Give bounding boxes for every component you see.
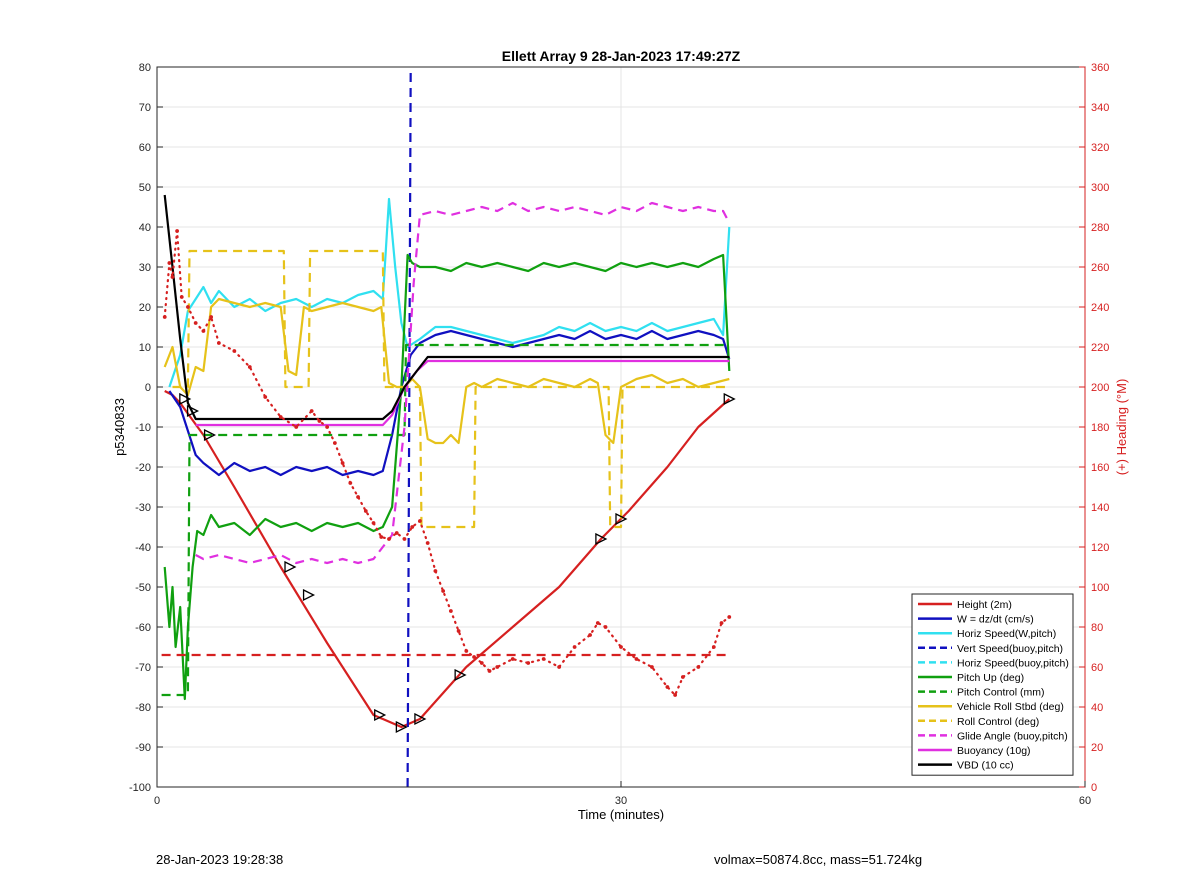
- y-tick-label: -30: [135, 502, 151, 514]
- y2-tick-label: 160: [1091, 462, 1109, 474]
- y2-tick-label: 280: [1091, 222, 1109, 234]
- legend-label: Glide Angle (buoy,pitch): [957, 730, 1068, 742]
- legend-box: [911, 593, 1074, 776]
- legend-label: Horiz Speed(buoy,pitch): [957, 657, 1069, 669]
- series-heading-point: [209, 315, 214, 319]
- marker-point: [395, 720, 408, 734]
- legend-label: VBD (10 cc): [957, 760, 1014, 772]
- series-height-2m: [164, 390, 731, 729]
- y2-tick-label: 300: [1091, 182, 1109, 194]
- series-glide-angle-buoy-pitch: [195, 201, 731, 565]
- y-tick-label: -70: [135, 662, 151, 674]
- chart-title: Ellett Array 9 28-Jan-2023 17:49:27Z: [502, 48, 741, 64]
- legend-label: Vert Speed(buoy,pitch): [957, 643, 1063, 655]
- y2-axis-label: (+) Heading (°M): [1114, 379, 1129, 476]
- series-heading-point: [379, 535, 384, 539]
- y-tick-label: 70: [139, 102, 151, 114]
- grid: [157, 67, 1085, 787]
- y-axis-label: p5340833: [112, 398, 127, 456]
- y2-tick-label: 340: [1091, 102, 1109, 114]
- marker-point: [186, 404, 200, 418]
- x-tick-label: 60: [1079, 795, 1091, 807]
- y2-tick-label: 80: [1091, 622, 1103, 634]
- series-vbd-10-cc: [163, 194, 730, 421]
- marker-point: [302, 588, 316, 602]
- series-heading-point: [456, 629, 461, 633]
- series-w-dz-dt-cm-s: [168, 329, 731, 477]
- legend-label: W = dz/dt (cm/s): [957, 614, 1034, 626]
- marker-point: [615, 512, 628, 526]
- y-tick-label: 80: [139, 62, 151, 74]
- y2-tick-label: 200: [1091, 382, 1109, 394]
- legend-label: Vehicle Roll Stbd (deg): [957, 701, 1064, 713]
- y2-tick-label: 140: [1091, 502, 1109, 514]
- series-heading-point: [650, 665, 654, 669]
- y2-tick-label: 220: [1091, 342, 1109, 354]
- y2-tick-label: 40: [1091, 702, 1103, 714]
- y2-tick-label: 100: [1091, 582, 1109, 594]
- tick-labels: -100-90-80-70-60-50-40-30-20-10010203040…: [129, 62, 1109, 807]
- y2-tick-label: 60: [1091, 662, 1103, 674]
- y-tick-label: -20: [135, 462, 151, 474]
- y-tick-label: -10: [135, 422, 151, 434]
- y-tick-label: 20: [139, 302, 151, 314]
- y-tick-label: -100: [129, 782, 151, 794]
- y2-tick-label: 260: [1091, 262, 1109, 274]
- y-tick-label: 50: [139, 182, 151, 194]
- marker-point: [179, 392, 192, 406]
- marker-point: [595, 532, 608, 546]
- legend-label: Pitch Up (deg): [957, 672, 1024, 684]
- marker-point: [454, 668, 467, 682]
- x-axis-label: Time (minutes): [578, 807, 664, 822]
- y-tick-label: -50: [135, 582, 151, 594]
- y-tick-label: -90: [135, 742, 151, 754]
- series-heading: [163, 230, 731, 697]
- marker-point: [374, 708, 387, 722]
- y-tick-label: -40: [135, 542, 151, 554]
- legend-label: Pitch Control (mm): [957, 687, 1045, 699]
- y2-tick-label: 360: [1091, 62, 1109, 74]
- series-heading-point: [340, 461, 345, 465]
- y-tick-label: 30: [139, 262, 151, 274]
- marker-point: [284, 560, 297, 574]
- legend-label: Height (2m): [957, 599, 1012, 611]
- y-tick-label: -80: [135, 702, 151, 714]
- y-tick-label: 40: [139, 222, 151, 234]
- y2-tick-label: 0: [1091, 782, 1097, 794]
- legend-label: Buoyancy (10g): [957, 745, 1031, 757]
- legend-label: Horiz Speed(W,pitch): [957, 628, 1056, 640]
- series-horiz-speed-w-pitch: [168, 197, 731, 388]
- series-vehicle-roll-stbd-deg: [163, 297, 730, 445]
- y-tick-label: -60: [135, 622, 151, 634]
- series-vert-speed-buoy-pitch: [406, 67, 412, 787]
- legend: Height (2m) W = dz/dt (cm/s) Horiz Speed(W…: [911, 593, 1074, 776]
- x-tick-label: 30: [615, 795, 627, 807]
- marker-point: [414, 712, 427, 726]
- y-tick-label: 60: [139, 142, 151, 154]
- y2-tick-label: 320: [1091, 142, 1109, 154]
- x-tick-label: 0: [154, 795, 160, 807]
- legend-label: Roll Control (deg): [957, 716, 1039, 728]
- marker-point: [723, 392, 736, 406]
- y2-tick-label: 180: [1091, 422, 1109, 434]
- series-roll-control-deg: [172, 249, 730, 529]
- y-tick-label: 0: [145, 382, 151, 394]
- y2-tick-label: 240: [1091, 302, 1109, 314]
- marker-point: [203, 428, 217, 442]
- y2-tick-label: 120: [1091, 542, 1109, 554]
- y2-tick-label: 20: [1091, 742, 1103, 754]
- y-tick-label: 10: [139, 342, 151, 354]
- series-pitch-control-mm: [161, 343, 730, 697]
- series-layer: [161, 67, 736, 787]
- footer-timestamp: 28-Jan-2023 19:28:38: [156, 852, 284, 867]
- series-pitch-up-deg: [163, 253, 731, 701]
- footer-summary: volmax=50874.8cc, mass=51.724kg: [714, 852, 923, 867]
